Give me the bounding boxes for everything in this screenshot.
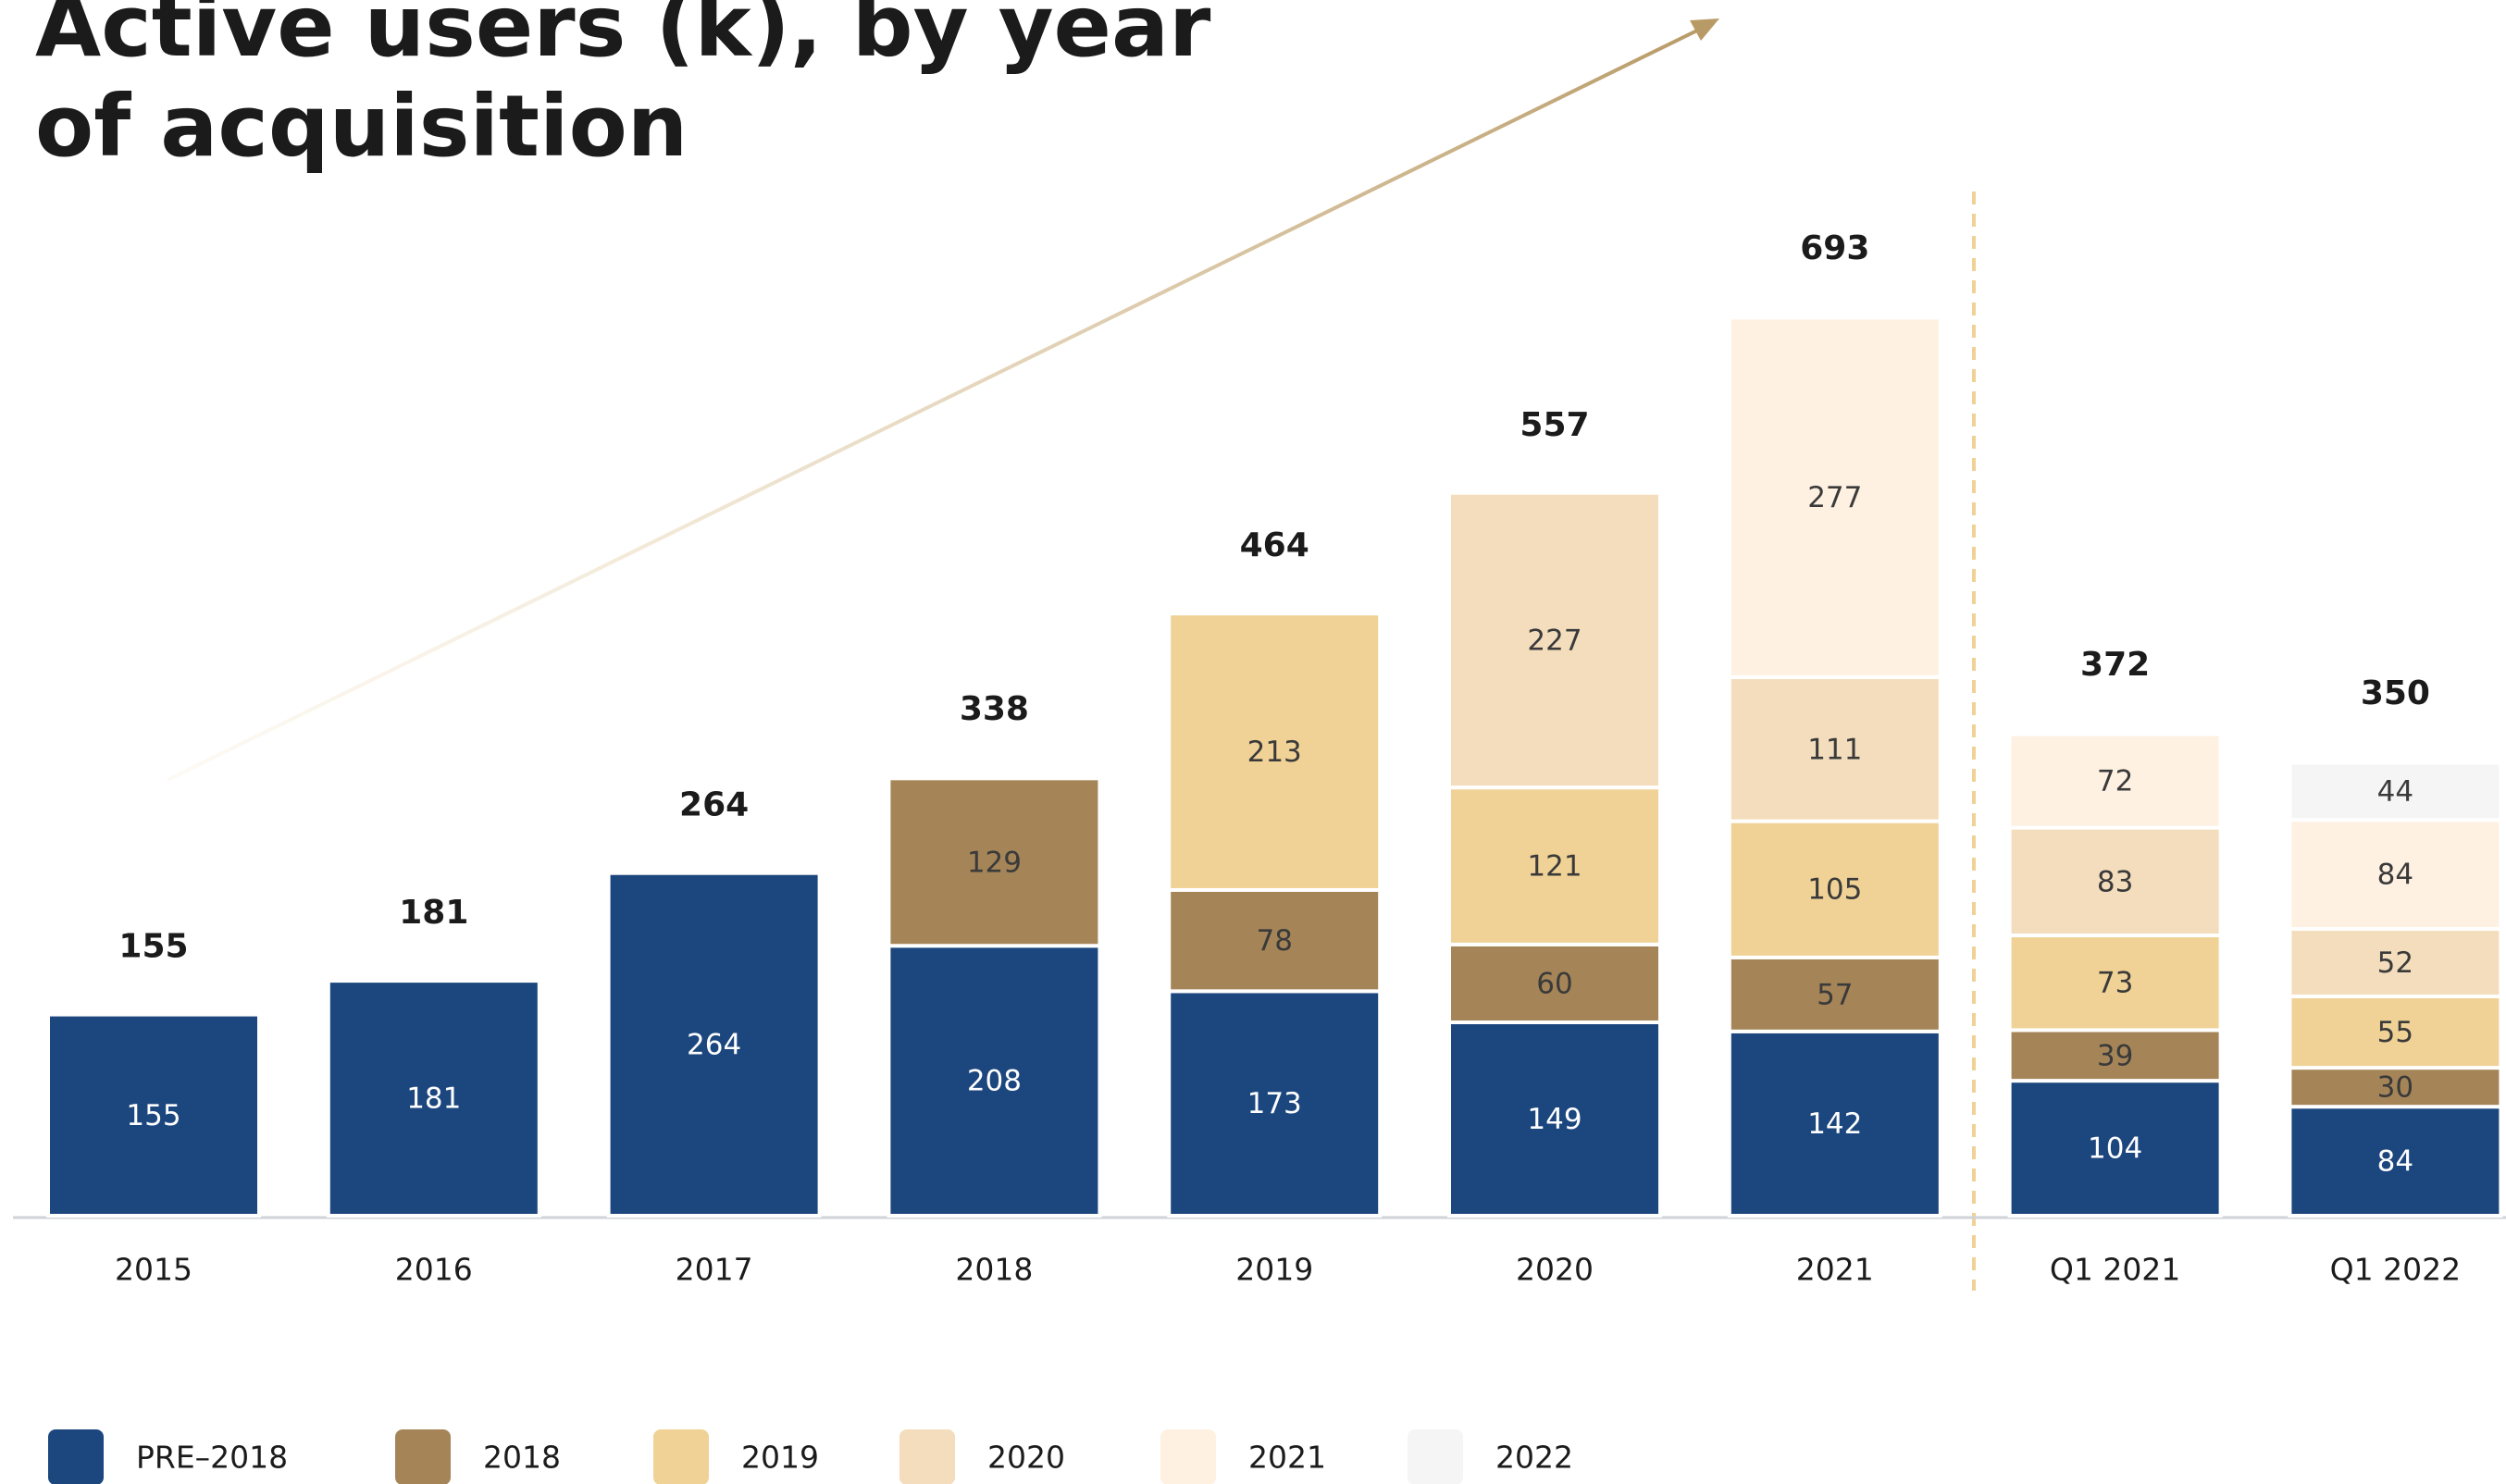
segment-label: 129 xyxy=(967,846,1022,879)
x-tick-label: 2020 xyxy=(1516,1252,1594,1288)
bar-segment xyxy=(1727,674,1942,823)
segment-label: 264 xyxy=(687,1028,741,1061)
segment-label: 44 xyxy=(2377,775,2413,809)
segment-label: 60 xyxy=(1536,967,1572,1000)
bar-segment xyxy=(1727,819,1942,959)
total-label: 350 xyxy=(2361,674,2430,712)
bar-segment xyxy=(1727,955,1942,1033)
segment-label: 78 xyxy=(1256,924,1292,958)
bar-segment xyxy=(1447,490,1662,790)
bar-segment xyxy=(2288,927,2503,998)
total-label: 338 xyxy=(960,690,1029,728)
segment-label: 84 xyxy=(2377,859,2413,892)
bar-segment xyxy=(46,1012,261,1218)
bar-segment xyxy=(326,979,541,1218)
segment-label: 213 xyxy=(1247,736,1302,769)
bar-segment xyxy=(2007,1028,2223,1083)
bar-segment xyxy=(1727,315,1942,679)
x-tick-label: 2019 xyxy=(1235,1252,1313,1288)
total-label: 693 xyxy=(1800,229,1869,267)
segment-label: 149 xyxy=(1527,1103,1582,1136)
bar-segment xyxy=(887,944,1102,1218)
bar-segment xyxy=(1167,989,1383,1218)
segment-label: 155 xyxy=(126,1099,180,1132)
chart-title: of acquisition xyxy=(35,77,688,176)
segment-label: 73 xyxy=(2097,967,2133,1000)
segment-label: 30 xyxy=(2377,1071,2413,1105)
bar-segment xyxy=(2007,825,2223,938)
segment-label: 104 xyxy=(2088,1132,2142,1166)
bar-segment xyxy=(1167,887,1383,994)
segment-label: 173 xyxy=(1247,1087,1302,1120)
bar-segment xyxy=(1727,1029,1942,1218)
total-label: 372 xyxy=(2080,646,2150,684)
x-tick-label: 2015 xyxy=(115,1252,192,1288)
segment-label: 121 xyxy=(1527,850,1582,884)
legend-label: PRE–2018 xyxy=(136,1440,288,1476)
legend-swatch xyxy=(899,1429,955,1484)
legend-swatch xyxy=(653,1429,709,1484)
total-label: 557 xyxy=(1520,406,1589,444)
segment-label: 277 xyxy=(1807,481,1862,514)
segment-label: 111 xyxy=(1807,733,1862,766)
total-label: 264 xyxy=(679,786,749,824)
segment-label: 105 xyxy=(1807,873,1862,907)
segment-label: 72 xyxy=(2097,765,2133,798)
bar-segment xyxy=(2288,994,2503,1070)
segment-label: 208 xyxy=(967,1065,1022,1098)
bar-segment xyxy=(1447,1020,1662,1218)
segment-label: 57 xyxy=(1817,978,1853,1011)
bar-segment xyxy=(606,871,822,1218)
bar-segment xyxy=(2288,1066,2503,1109)
segment-label: 52 xyxy=(2377,946,2413,980)
legend-label: 2020 xyxy=(987,1440,1065,1476)
segment-label: 55 xyxy=(2377,1016,2413,1049)
bar-segment xyxy=(887,776,1102,948)
segment-label: 84 xyxy=(2377,1145,2413,1179)
total-label: 464 xyxy=(1240,526,1309,564)
legend-label: 2019 xyxy=(741,1440,819,1476)
x-tick-label: 2021 xyxy=(1796,1252,1874,1288)
total-label: 155 xyxy=(118,928,188,966)
arrow-head xyxy=(1690,19,1719,41)
legend-swatch xyxy=(1408,1429,1463,1484)
legend-swatch xyxy=(1160,1429,1216,1484)
bar-segment xyxy=(2007,1079,2223,1218)
legend-label: 2021 xyxy=(1248,1440,1326,1476)
x-tick-label: Q1 2021 xyxy=(2050,1252,2180,1288)
bar-segment xyxy=(2288,1105,2503,1218)
bar-segment xyxy=(1447,942,1662,1025)
x-tick-label: 2017 xyxy=(676,1252,753,1288)
legend-swatch xyxy=(48,1429,104,1484)
segment-label: 142 xyxy=(1807,1107,1862,1141)
legend-label: 2022 xyxy=(1495,1440,1573,1476)
trend-arrow xyxy=(167,26,1704,782)
total-label: 181 xyxy=(399,894,468,932)
legend-label: 2018 xyxy=(483,1440,561,1476)
segment-label: 227 xyxy=(1527,624,1582,657)
segment-label: 39 xyxy=(2097,1039,2133,1072)
segment-label: 181 xyxy=(406,1082,461,1116)
legend-swatch xyxy=(395,1429,451,1484)
segment-label: 83 xyxy=(2097,865,2133,898)
bar-segment xyxy=(1447,785,1662,946)
bar-segment xyxy=(2288,761,2503,822)
x-tick-label: 2018 xyxy=(955,1252,1033,1288)
bar-segment xyxy=(2007,732,2223,830)
x-tick-label: 2016 xyxy=(395,1252,473,1288)
x-tick-label: Q1 2022 xyxy=(2330,1252,2461,1288)
chart-title: Active users (k), by year xyxy=(35,0,1211,76)
bar-segment xyxy=(1167,612,1383,892)
